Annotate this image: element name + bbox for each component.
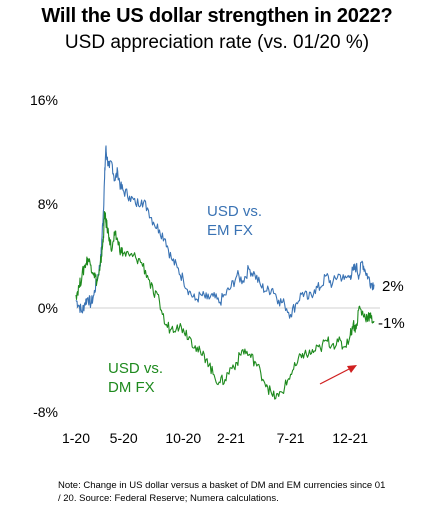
y-tick-label: 8% [38, 196, 58, 212]
trend-arrow-head [347, 365, 357, 373]
series-line-usd-vs-em-fx [75, 145, 375, 319]
y-tick-label: -8% [33, 404, 58, 420]
series-label-usd-vs-dm-fx: USD vs. [108, 360, 163, 377]
trend-arrow-shaft [319, 366, 354, 385]
x-tick-label: 7-21 [277, 430, 305, 446]
chart-title: Will the US dollar strengthen in 2022? [41, 5, 393, 27]
y-tick-label: 16% [30, 92, 58, 108]
x-tick-label: 2-21 [217, 430, 245, 446]
x-tick-label: 5-20 [110, 430, 138, 446]
x-tick-label: 12-21 [332, 430, 368, 446]
end-label-em: 2% [382, 278, 404, 295]
y-tick-label: 0% [38, 300, 58, 316]
series-label-usd-vs-em-fx: EM FX [207, 222, 253, 239]
chart-subtitle: USD appreciation rate (vs. 01/20 %) [64, 32, 370, 53]
series-label-usd-vs-dm-fx: DM FX [108, 379, 155, 396]
chart-note: Note: Change in US dollar versus a baske… [58, 480, 386, 504]
x-tick-label: 1-20 [62, 430, 90, 446]
x-tick-label: 10-20 [165, 430, 201, 446]
end-label-dm: -1% [378, 315, 405, 332]
series-label-usd-vs-em-fx: USD vs. [207, 203, 262, 220]
series-line-usd-vs-dm-fx [75, 211, 375, 400]
